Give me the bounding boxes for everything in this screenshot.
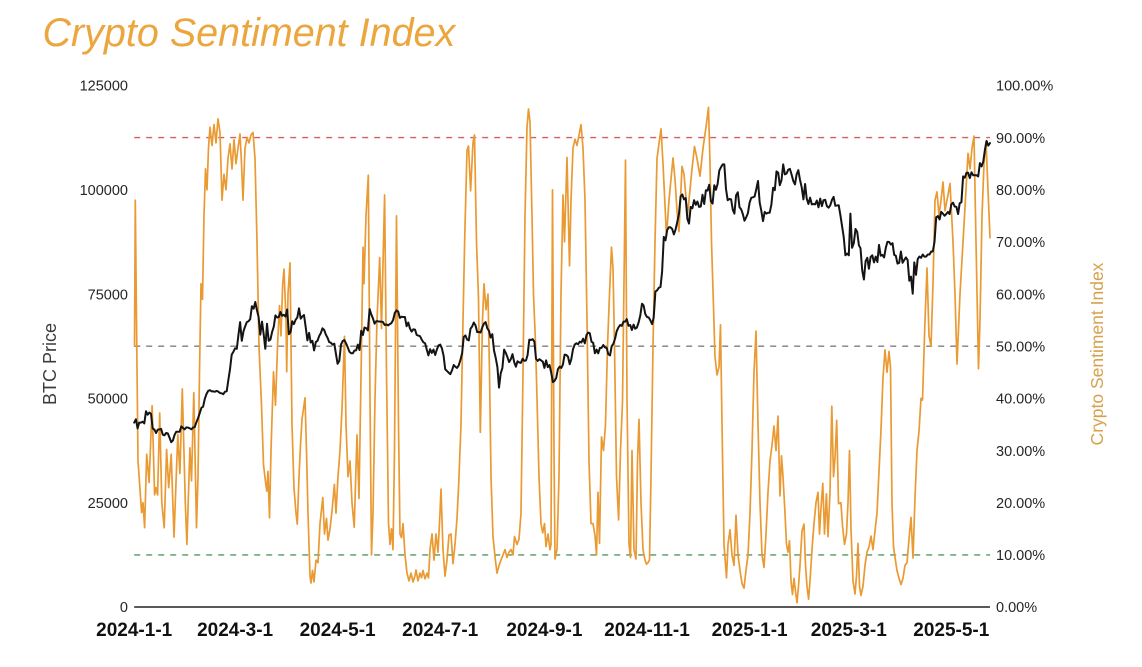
- svg-text:2024-7-1: 2024-7-1: [402, 620, 478, 641]
- svg-text:0.00%: 0.00%: [996, 600, 1037, 616]
- svg-text:2025-1-1: 2025-1-1: [712, 620, 788, 641]
- svg-text:Crypto Sentiment Index: Crypto Sentiment Index: [1087, 262, 1107, 445]
- svg-text:80.00%: 80.00%: [996, 183, 1045, 199]
- svg-text:0: 0: [120, 600, 128, 616]
- svg-text:40.00%: 40.00%: [996, 392, 1045, 408]
- svg-text:125000: 125000: [80, 79, 128, 95]
- svg-text:10.00%: 10.00%: [996, 548, 1045, 564]
- svg-text:50.00%: 50.00%: [996, 339, 1045, 355]
- svg-text:75000: 75000: [88, 287, 128, 303]
- svg-text:2024-5-1: 2024-5-1: [300, 620, 376, 641]
- svg-text:2025-5-1: 2025-5-1: [913, 620, 989, 641]
- svg-text:2024-3-1: 2024-3-1: [197, 620, 273, 641]
- svg-text:2024-1-1: 2024-1-1: [96, 620, 172, 641]
- svg-text:2024-11-1: 2024-11-1: [604, 620, 690, 641]
- svg-text:2024-9-1: 2024-9-1: [506, 620, 582, 641]
- svg-text:100000: 100000: [80, 183, 128, 199]
- svg-text:Crypto Sentiment Index: Crypto Sentiment Index: [43, 11, 457, 55]
- svg-text:90.00%: 90.00%: [996, 131, 1045, 147]
- svg-text:70.00%: 70.00%: [996, 235, 1045, 251]
- svg-text:20.00%: 20.00%: [996, 496, 1045, 512]
- svg-text:100.00%: 100.00%: [996, 79, 1053, 95]
- svg-text:2025-3-1: 2025-3-1: [811, 620, 887, 641]
- svg-text:30.00%: 30.00%: [996, 444, 1045, 460]
- svg-text:50000: 50000: [88, 392, 128, 408]
- svg-text:25000: 25000: [88, 496, 128, 512]
- svg-text:BTC Price: BTC Price: [40, 323, 60, 405]
- svg-text:60.00%: 60.00%: [996, 287, 1045, 303]
